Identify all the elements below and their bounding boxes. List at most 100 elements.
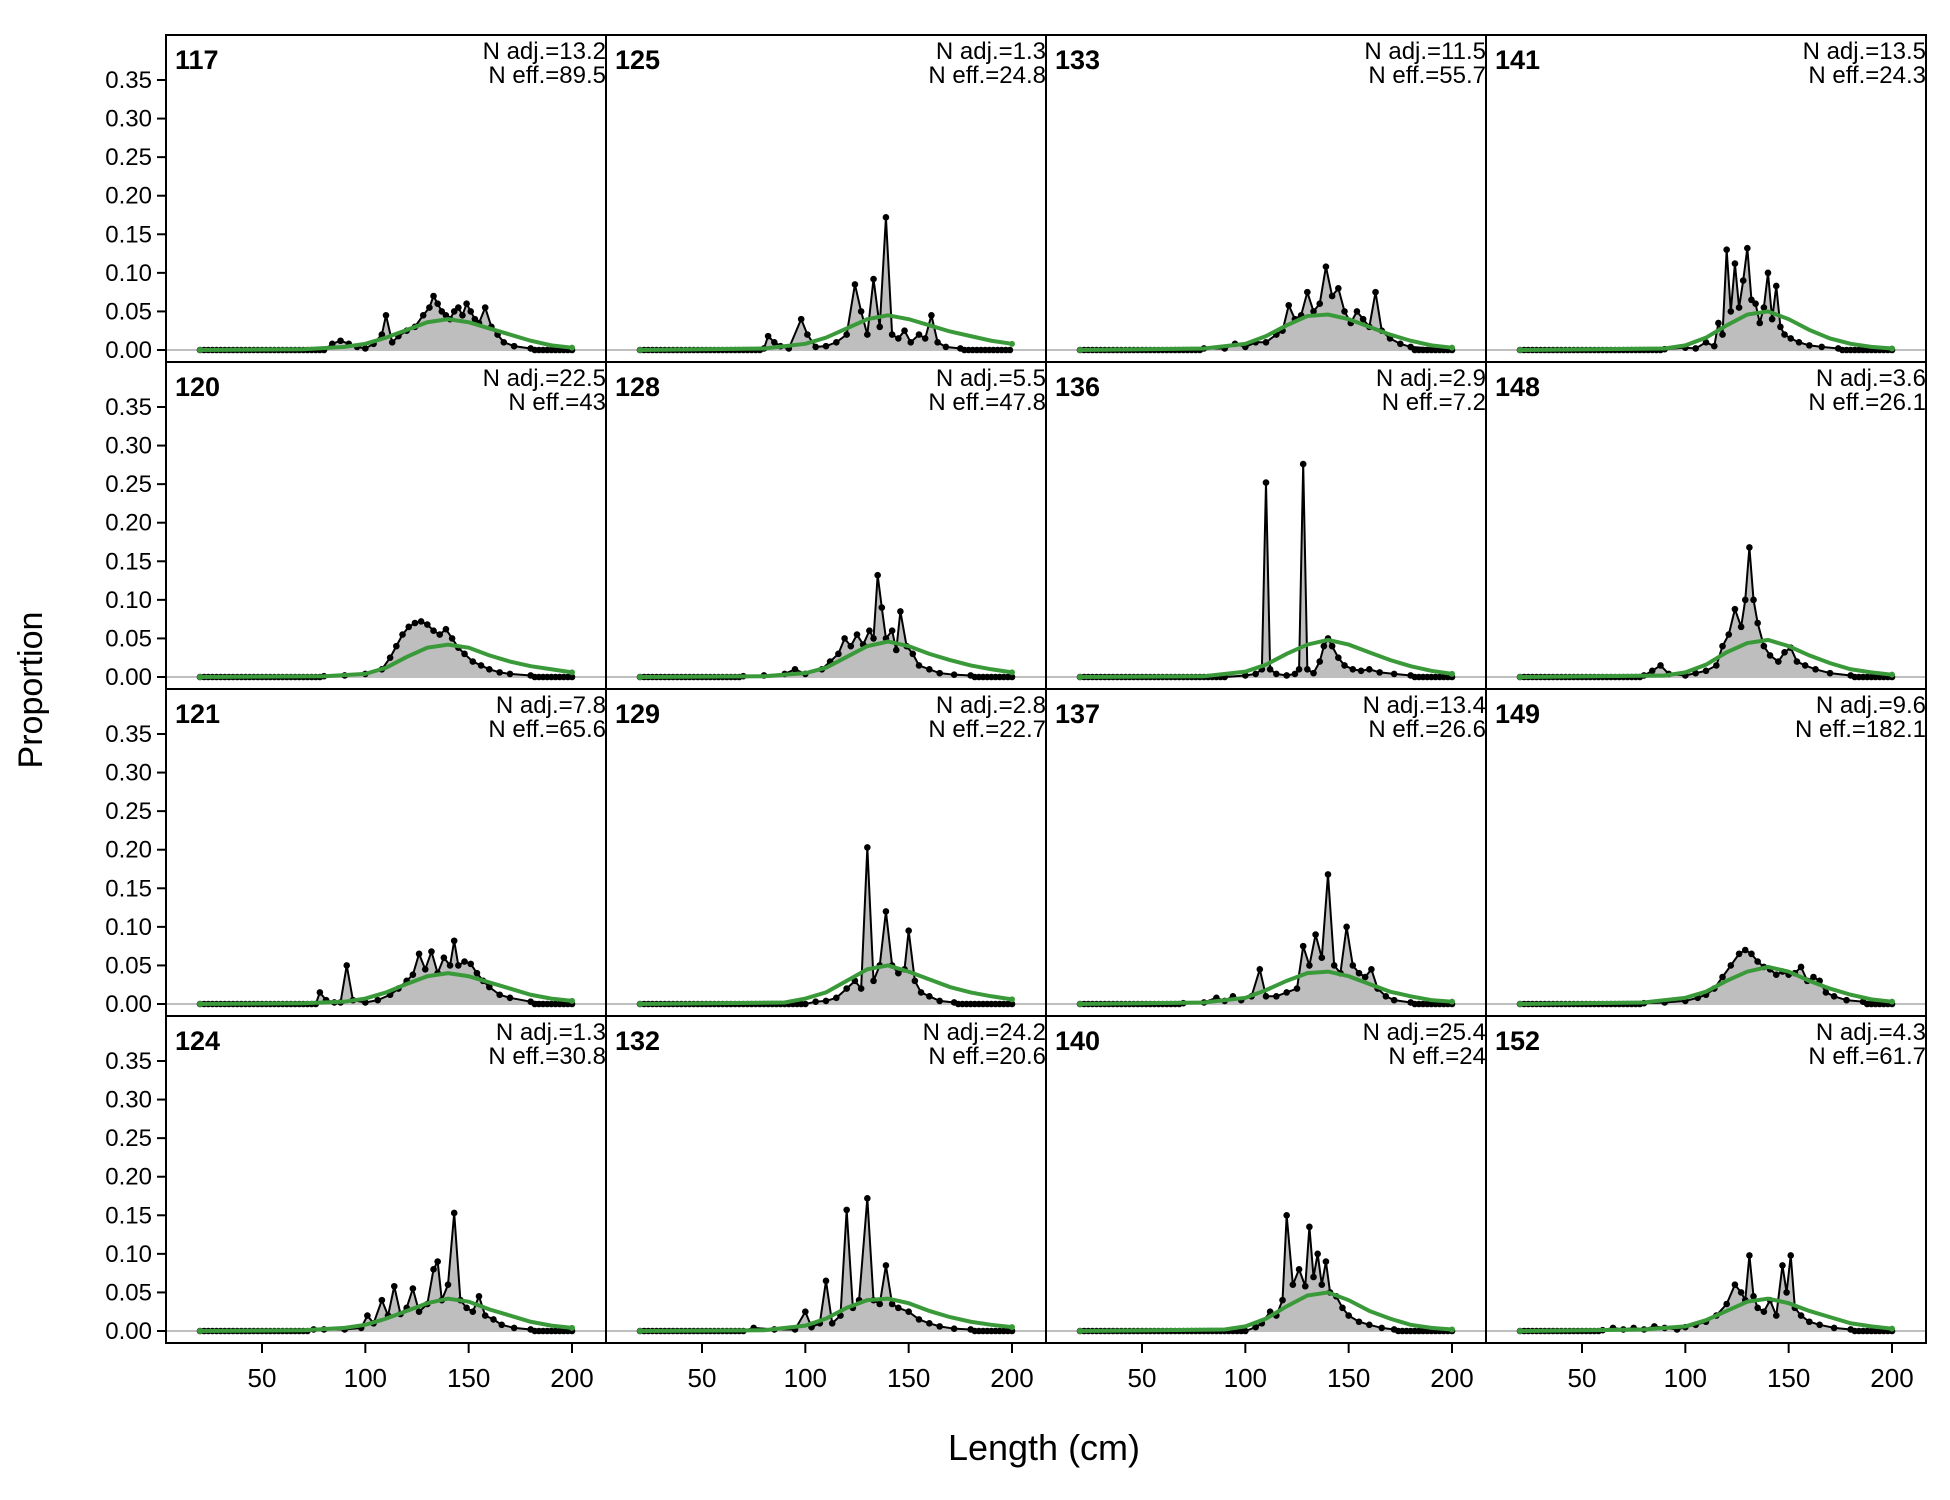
observed-point	[1376, 669, 1383, 676]
observed-point	[897, 608, 904, 615]
observed-point	[1318, 1281, 1326, 1289]
expected-point	[1889, 345, 1895, 352]
observed-point	[1368, 965, 1375, 973]
observed-point	[926, 665, 933, 673]
observed-point	[1285, 301, 1293, 309]
panel-128: 128 N adj.=5.5N eff.=47.8	[605, 361, 1047, 690]
observed-point	[1795, 338, 1803, 346]
n-adj-label: N adj.=2.9	[1376, 365, 1486, 392]
observed-point	[905, 927, 912, 935]
observed-point	[409, 971, 417, 978]
observed-point	[1754, 619, 1761, 627]
y-tick-label: 0.25	[105, 471, 152, 498]
observed-point	[1741, 946, 1749, 954]
y-tick-label: 0.00	[105, 991, 152, 1018]
y-tick-label: 0.05	[105, 1279, 152, 1306]
panel-label: 129	[615, 699, 660, 729]
observed-point	[378, 1296, 386, 1304]
n-adj-label: N adj.=13.5	[1803, 38, 1926, 65]
observed-point	[1283, 1211, 1290, 1219]
n-eff-label: N eff.=30.8	[488, 1043, 606, 1070]
observed-point	[1283, 989, 1290, 996]
x-axis-title: Length (cm)	[948, 1427, 1140, 1468]
y-tick-label: 0.15	[105, 548, 152, 575]
observed-point	[440, 954, 448, 962]
observed-point	[1731, 1281, 1739, 1289]
n-eff-label: N eff.=89.5	[488, 62, 606, 89]
y-tick-label: 0.20	[105, 510, 152, 537]
observed-point	[455, 962, 462, 969]
observed-point	[1256, 965, 1264, 973]
panel-120: 120 N adj.=22.5N eff.=43	[165, 361, 607, 690]
observed-point	[1382, 992, 1390, 1000]
observed-point	[1006, 346, 1014, 354]
observed-point	[771, 338, 778, 346]
observed-point	[463, 1304, 470, 1312]
observed-point	[1320, 642, 1328, 650]
expected-point	[637, 347, 643, 353]
observed-point	[1719, 331, 1726, 338]
y-tick-label: 0.35	[105, 721, 152, 748]
observed-point	[500, 338, 508, 346]
observed-point	[467, 960, 475, 968]
observed-point	[1748, 296, 1755, 304]
observed-point	[1766, 652, 1774, 659]
observed-point	[424, 621, 431, 628]
observed-point	[446, 962, 454, 969]
n-eff-label: N eff.=24.3	[1808, 62, 1926, 89]
n-adj-label: N adj.=5.5	[936, 365, 1046, 392]
observed-area	[1080, 266, 1452, 350]
observed-area	[1080, 874, 1452, 1004]
observed-point	[812, 998, 819, 1005]
observed-point	[481, 304, 489, 311]
expected-point	[1077, 1328, 1083, 1334]
n-adj-label: N adj.=13.4	[1363, 692, 1486, 719]
observed-point	[1713, 662, 1720, 669]
expected-line	[1519, 309, 1893, 352]
observed-point	[1366, 665, 1373, 673]
n-eff-label: N eff.=7.2	[1382, 389, 1486, 416]
observed-point	[911, 977, 919, 985]
observed-point	[461, 958, 468, 965]
observed-point	[496, 991, 503, 999]
observed-point	[455, 304, 462, 311]
panel-label: 137	[1055, 699, 1100, 729]
observed-point	[847, 642, 855, 650]
observed-point	[1723, 1300, 1730, 1308]
expected-point	[637, 1001, 643, 1007]
observed-point	[1830, 992, 1838, 1000]
observed-point	[1378, 1324, 1386, 1332]
observed-point	[467, 308, 475, 315]
observed-point	[343, 962, 351, 969]
observed-area	[1520, 950, 1892, 1004]
observed-point	[444, 1281, 452, 1289]
observed-point	[1349, 962, 1357, 969]
observed-point	[1772, 971, 1780, 978]
observed-line	[640, 847, 1013, 1005]
observed-point	[833, 994, 840, 1002]
n-eff-label: N eff.=26.1	[1808, 389, 1926, 416]
observed-point	[797, 315, 805, 323]
observed-point	[1339, 1304, 1346, 1312]
observed-point	[804, 331, 811, 338]
observed-point	[1283, 672, 1290, 679]
observed-point	[864, 1195, 871, 1202]
observed-point	[434, 1258, 441, 1265]
observed-point	[905, 1308, 912, 1316]
observed-point	[459, 311, 466, 319]
observed-point	[822, 997, 830, 1005]
panel-label: 140	[1055, 1026, 1100, 1056]
observed-point	[490, 1316, 497, 1323]
observed-point	[1335, 654, 1342, 662]
observed-point	[415, 950, 423, 958]
expected-point	[197, 1328, 203, 1334]
observed-point	[1710, 342, 1718, 350]
y-tick-label: 0.20	[105, 837, 152, 864]
y-tick-label: 0.30	[105, 106, 152, 133]
observed-point	[1266, 665, 1274, 673]
observed-point	[1775, 658, 1782, 665]
expected-line	[1079, 312, 1453, 352]
y-tick-label: 0.10	[105, 587, 152, 614]
observed-point	[1306, 1223, 1313, 1231]
observed-point	[851, 281, 859, 288]
